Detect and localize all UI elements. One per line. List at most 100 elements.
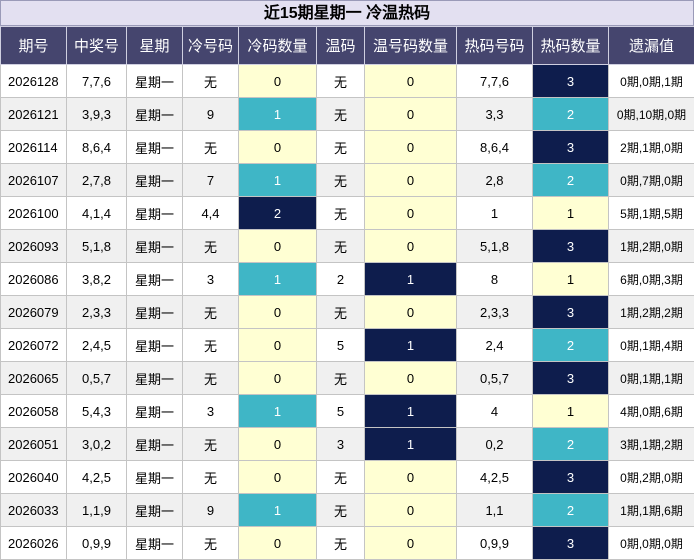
stats-table: 期号 中奖号 星期 冷号码 冷码数量 温码 温号码数量 热码号码 热码数量 遗漏…	[0, 26, 694, 560]
cold-numbers-cell: 7	[183, 164, 239, 197]
warm-numbers-cell: 无	[317, 65, 365, 98]
missing-values-cell: 2期,1期,0期	[609, 131, 694, 164]
cold-numbers-cell: 无	[183, 131, 239, 164]
hot-count-cell: 2	[533, 164, 609, 197]
winning-numbers-cell: 3,0,2	[67, 428, 127, 461]
winning-numbers-cell: 3,9,3	[67, 98, 127, 131]
cold-numbers-cell: 3	[183, 263, 239, 296]
cold-numbers-cell: 无	[183, 461, 239, 494]
hot-count-cell: 1	[533, 197, 609, 230]
warm-count-cell: 0	[365, 494, 457, 527]
period-cell: 2026033	[1, 494, 67, 527]
warm-numbers-cell: 无	[317, 362, 365, 395]
cold-count-cell: 1	[239, 98, 317, 131]
cold-count-cell: 0	[239, 362, 317, 395]
warm-numbers-cell: 无	[317, 98, 365, 131]
period-cell: 2026114	[1, 131, 67, 164]
warm-numbers-cell: 2	[317, 263, 365, 296]
warm-numbers-cell: 无	[317, 461, 365, 494]
winning-numbers-cell: 2,4,5	[67, 329, 127, 362]
warm-numbers-cell: 无	[317, 527, 365, 560]
hot-numbers-cell: 4	[457, 395, 533, 428]
table-title: 近15期星期一 冷温热码	[0, 0, 694, 26]
period-cell: 2026051	[1, 428, 67, 461]
col-header-hot-numbers: 热码号码	[457, 27, 533, 65]
cold-count-cell: 1	[239, 494, 317, 527]
hot-numbers-cell: 0,5,7	[457, 362, 533, 395]
missing-values-cell: 0期,0期,1期	[609, 65, 694, 98]
warm-count-cell: 0	[365, 527, 457, 560]
col-header-weekday: 星期	[127, 27, 183, 65]
period-cell: 2026026	[1, 527, 67, 560]
warm-numbers-cell: 5	[317, 395, 365, 428]
period-cell: 2026100	[1, 197, 67, 230]
weekday-cell: 星期一	[127, 395, 183, 428]
col-header-warm-numbers: 温码	[317, 27, 365, 65]
winning-numbers-cell: 8,6,4	[67, 131, 127, 164]
winning-numbers-cell: 3,8,2	[67, 263, 127, 296]
missing-values-cell: 6期,0期,3期	[609, 263, 694, 296]
missing-values-cell: 1期,2期,0期	[609, 230, 694, 263]
period-cell: 2026058	[1, 395, 67, 428]
hot-count-cell: 3	[533, 296, 609, 329]
hot-numbers-cell: 0,2	[457, 428, 533, 461]
col-header-winning-numbers: 中奖号	[67, 27, 127, 65]
warm-count-cell: 0	[365, 296, 457, 329]
warm-numbers-cell: 3	[317, 428, 365, 461]
hot-numbers-cell: 0,9,9	[457, 527, 533, 560]
missing-values-cell: 3期,1期,2期	[609, 428, 694, 461]
cold-count-cell: 0	[239, 461, 317, 494]
cold-numbers-cell: 9	[183, 98, 239, 131]
missing-values-cell: 0期,10期,0期	[609, 98, 694, 131]
hot-numbers-cell: 5,1,8	[457, 230, 533, 263]
warm-count-cell: 0	[365, 197, 457, 230]
hot-numbers-cell: 7,7,6	[457, 65, 533, 98]
hot-count-cell: 2	[533, 329, 609, 362]
period-cell: 2026128	[1, 65, 67, 98]
cold-numbers-cell: 无	[183, 296, 239, 329]
hot-count-cell: 2	[533, 428, 609, 461]
warm-count-cell: 1	[365, 329, 457, 362]
period-cell: 2026107	[1, 164, 67, 197]
warm-numbers-cell: 无	[317, 197, 365, 230]
winning-numbers-cell: 7,7,6	[67, 65, 127, 98]
weekday-cell: 星期一	[127, 296, 183, 329]
weekday-cell: 星期一	[127, 164, 183, 197]
weekday-cell: 星期一	[127, 329, 183, 362]
cold-numbers-cell: 无	[183, 230, 239, 263]
hot-count-cell: 3	[533, 527, 609, 560]
weekday-cell: 星期一	[127, 197, 183, 230]
col-header-hot-count: 热码数量	[533, 27, 609, 65]
period-cell: 2026065	[1, 362, 67, 395]
period-cell: 2026072	[1, 329, 67, 362]
cold-count-cell: 2	[239, 197, 317, 230]
missing-values-cell: 0期,2期,0期	[609, 461, 694, 494]
hot-count-cell: 3	[533, 131, 609, 164]
hot-count-cell: 3	[533, 65, 609, 98]
cold-numbers-cell: 3	[183, 395, 239, 428]
hot-numbers-cell: 1	[457, 197, 533, 230]
cold-count-cell: 0	[239, 230, 317, 263]
winning-numbers-cell: 0,5,7	[67, 362, 127, 395]
cold-numbers-cell: 无	[183, 428, 239, 461]
cold-count-cell: 0	[239, 65, 317, 98]
weekday-cell: 星期一	[127, 131, 183, 164]
winning-numbers-cell: 5,4,3	[67, 395, 127, 428]
warm-count-cell: 1	[365, 263, 457, 296]
warm-count-cell: 0	[365, 131, 457, 164]
period-cell: 2026040	[1, 461, 67, 494]
missing-values-cell: 1期,2期,2期	[609, 296, 694, 329]
hot-count-cell: 1	[533, 395, 609, 428]
cold-numbers-cell: 无	[183, 65, 239, 98]
missing-values-cell: 0期,1期,1期	[609, 362, 694, 395]
cold-count-cell: 1	[239, 395, 317, 428]
warm-count-cell: 0	[365, 230, 457, 263]
warm-numbers-cell: 无	[317, 131, 365, 164]
warm-count-cell: 0	[365, 164, 457, 197]
